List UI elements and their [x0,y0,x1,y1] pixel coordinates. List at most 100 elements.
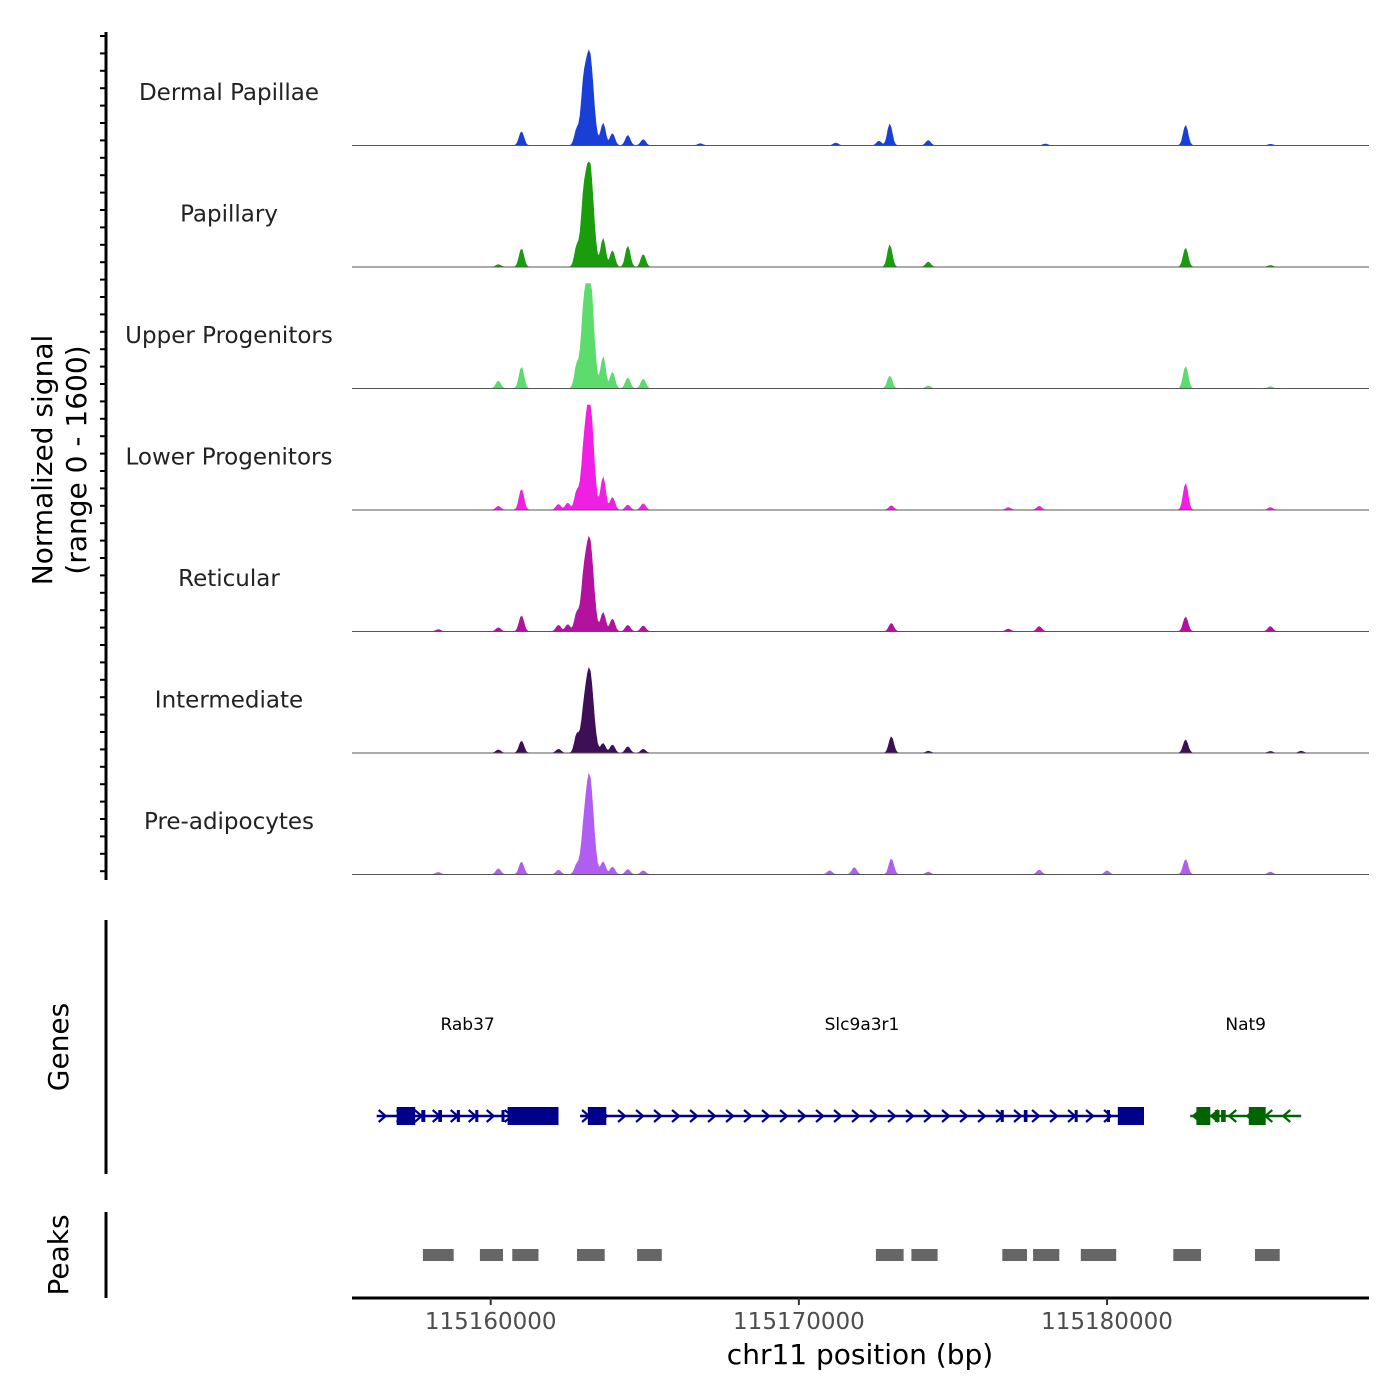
strand-arrow [653,1109,663,1123]
y-axis-title-line2: (range 0 - 1600) [60,345,93,574]
gene-exon [1214,1110,1220,1122]
strand-arrow [977,1109,987,1123]
y-axis-title: Normalized signal (range 0 - 1600) [26,335,93,586]
strand-arrow [869,1109,879,1123]
strand-arrow [815,1109,825,1123]
x-axis-title: chr11 position (bp) [727,1338,993,1371]
y-axis-title-line1: Normalized signal [26,335,59,586]
peak-region [1080,1249,1117,1261]
x-tick-label: 115170000 [733,1309,865,1335]
track-label: Dermal Papillae [139,80,319,106]
x-tick-label: 115180000 [1041,1309,1173,1335]
peak-region [512,1249,539,1261]
gene-exon [501,1110,505,1122]
strand-arrow [851,1109,861,1123]
gene-exon [456,1110,460,1122]
strand-arrow [1031,1109,1041,1123]
track-label: Lower Progenitors [126,445,333,471]
strand-arrow [887,1109,897,1123]
peak-region [911,1249,938,1261]
peak-region [1173,1249,1201,1261]
track-label: Intermediate [155,688,303,714]
track-pre-adipocytes: Pre-adipocytes [144,772,1369,875]
peak-region [1002,1249,1027,1261]
signal-area [352,49,1369,146]
strand-arrow [1085,1109,1095,1123]
gene-exon [1221,1110,1226,1122]
strand-arrow [959,1109,969,1123]
peaks-track-label: Peaks [42,1214,75,1295]
peak-region [875,1249,904,1261]
strand-arrow [635,1109,645,1123]
track-upper-progenitors: Upper Progenitors [125,283,1369,389]
track-label: Pre-adipocytes [144,809,314,835]
signal-area [352,404,1369,511]
gene-exon [1248,1107,1266,1125]
x-tick-label: 115160000 [425,1309,557,1335]
signal-area [352,667,1369,754]
gene-exon [1117,1107,1144,1125]
strand-arrow [1227,1109,1237,1123]
gene-exon [1000,1110,1004,1122]
strand-arrow [923,1109,933,1123]
signal-area [352,283,1369,389]
track-label: Reticular [178,566,280,592]
gene-slc9a3r1: Slc9a3r1 [580,1015,1145,1125]
gene-exon [587,1107,607,1125]
track-label: Upper Progenitors [125,323,333,349]
strand-arrow [617,1109,627,1123]
peak-region [1255,1249,1280,1261]
strand-arrow [779,1109,789,1123]
signal-area [352,535,1369,632]
strand-arrow [689,1109,699,1123]
gene-label: Rab37 [440,1015,494,1035]
track-papillary: Papillary [180,161,1369,268]
gene-label: Nat9 [1225,1015,1266,1035]
signal-tracks: Dermal Papillae Papillary Upper Progenitor… [125,49,1369,875]
gene-track: Rab37 Slc9a3r1 Nat9 [376,1015,1302,1125]
gene-exon [1023,1110,1028,1122]
strand-arrow [905,1109,915,1123]
strand-arrow [377,1109,388,1123]
gene-exon [421,1110,426,1122]
strand-arrow [833,1109,843,1123]
peak-region [422,1249,454,1261]
gene-nat9: Nat9 [1190,1015,1302,1125]
peaks-track [422,1249,1280,1261]
strand-arrow [707,1109,717,1123]
strand-arrow [761,1109,771,1123]
genes-track-label: Genes [42,1003,75,1091]
gene-exon [475,1110,479,1122]
strand-arrow [725,1109,735,1123]
track-label: Papillary [180,202,278,228]
gene-exon [438,1110,442,1122]
strand-arrow [941,1109,951,1123]
strand-arrow [1013,1109,1023,1123]
gene-exon [1074,1110,1078,1122]
strand-arrow [671,1109,681,1123]
x-axis-ticks: 115160000 115170000 115180000 [425,1298,1173,1335]
gene-exon [1107,1110,1110,1122]
strand-arrow [485,1109,496,1123]
gene-exon [507,1107,559,1125]
gene-label: Slc9a3r1 [825,1015,900,1035]
signal-area [352,161,1369,268]
track-reticular: Reticular [178,535,1369,632]
gene-exon [1196,1107,1211,1125]
peak-region [637,1249,662,1261]
track-dermal-papillae: Dermal Papillae [139,49,1369,146]
signal-area [352,772,1369,875]
strand-arrow [1049,1109,1059,1123]
peak-region [479,1249,503,1261]
peak-region [1033,1249,1060,1261]
signal-y-axis-ticks [100,35,106,873]
gene-exon [396,1107,416,1125]
gene-rab37: Rab37 [376,1015,559,1125]
strand-arrow [743,1109,753,1123]
strand-arrow [1103,1109,1113,1123]
peak-region [577,1249,605,1261]
track-lower-progenitors: Lower Progenitors [126,404,1369,511]
track-intermediate: Intermediate [155,667,1369,754]
strand-arrow [797,1109,807,1123]
